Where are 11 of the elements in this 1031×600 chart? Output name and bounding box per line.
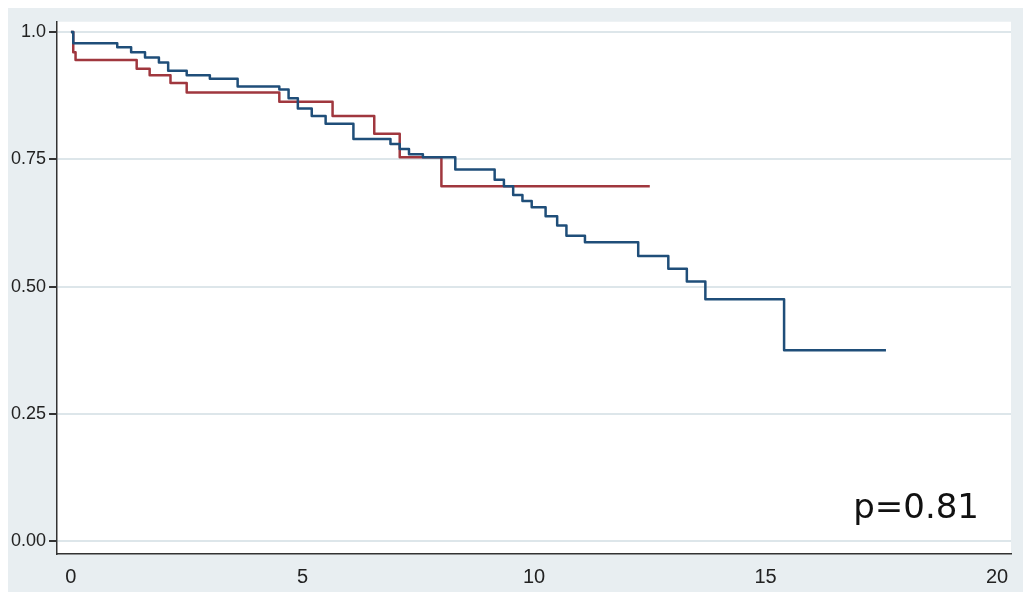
x-tick-label: 20 [985, 564, 1009, 587]
annotation: p=0.81 [853, 485, 979, 526]
y-tick-label: 0.75 [10, 148, 47, 169]
y-tick-label: 0.00 [10, 530, 47, 551]
x-tick-label: 0 [65, 564, 77, 587]
y-tick-label: 0.25 [10, 402, 47, 423]
x-tick-label: 15 [754, 564, 777, 587]
y-tick-label: 1.0 [21, 20, 47, 41]
x-tick-label: 10 [522, 564, 546, 587]
y-tick-label: 0.50 [10, 275, 47, 296]
x-tick-label: 5 [296, 564, 309, 587]
